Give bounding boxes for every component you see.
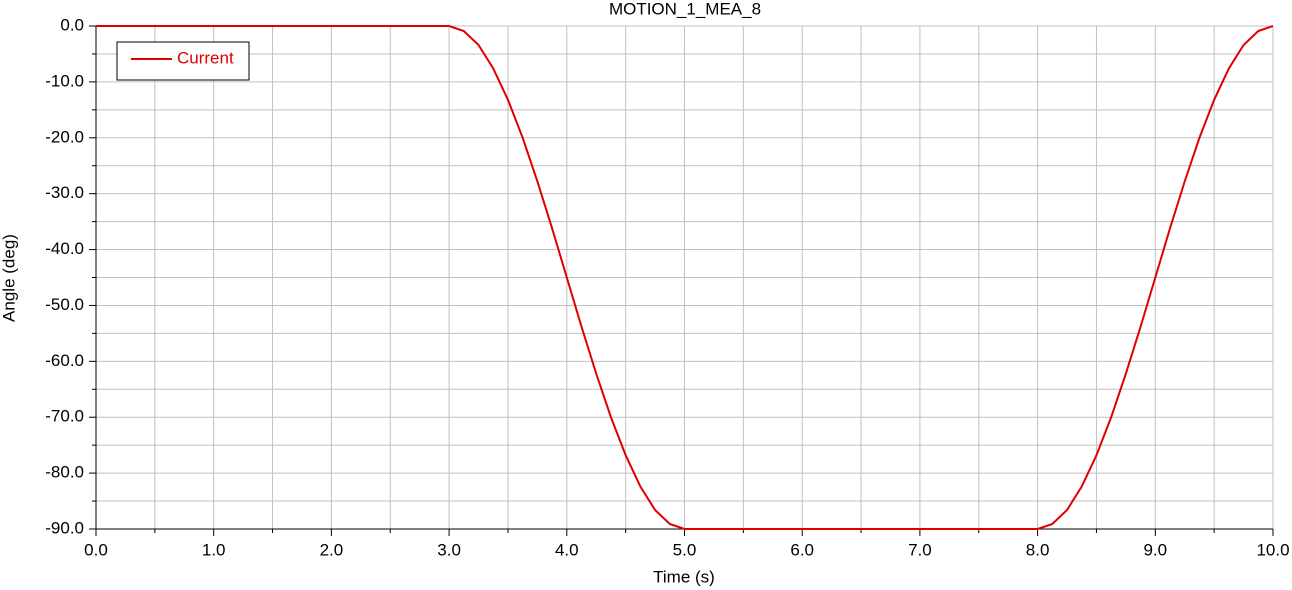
y-tick-label: -70.0 bbox=[45, 407, 84, 426]
y-tick-label: -40.0 bbox=[45, 239, 84, 258]
x-axis-label: Time (s) bbox=[653, 567, 715, 586]
legend-label: Current bbox=[177, 48, 234, 67]
y-tick-label: -50.0 bbox=[45, 295, 84, 314]
y-tick-label: 0.0 bbox=[60, 15, 84, 34]
x-tick-label: 5.0 bbox=[673, 540, 697, 559]
x-tick-label: 4.0 bbox=[555, 540, 579, 559]
x-tick-label: 3.0 bbox=[437, 540, 461, 559]
x-tick-label: 9.0 bbox=[1143, 540, 1167, 559]
x-tick-label: 2.0 bbox=[320, 540, 344, 559]
x-tick-label: 8.0 bbox=[1026, 540, 1050, 559]
y-tick-label: -20.0 bbox=[45, 127, 84, 146]
x-tick-label: 7.0 bbox=[908, 540, 932, 559]
y-tick-label: -90.0 bbox=[45, 518, 84, 537]
legend-box bbox=[116, 41, 250, 81]
legend: Current bbox=[116, 41, 250, 81]
y-tick-label: -60.0 bbox=[45, 351, 84, 370]
x-tick-label: 0.0 bbox=[84, 540, 108, 559]
x-tick-label: 6.0 bbox=[790, 540, 814, 559]
y-tick-label: -30.0 bbox=[45, 183, 84, 202]
series-line bbox=[96, 25, 1274, 530]
y-tick-label: -80.0 bbox=[45, 463, 84, 482]
x-tick-label: 1.0 bbox=[202, 540, 226, 559]
chart-title: MOTION_1_MEA_8 bbox=[609, 0, 761, 18]
y-tick-label: -10.0 bbox=[45, 71, 84, 90]
y-axis-label: Angle (deg) bbox=[0, 234, 18, 322]
x-tick-label: 10.0 bbox=[1256, 540, 1289, 559]
